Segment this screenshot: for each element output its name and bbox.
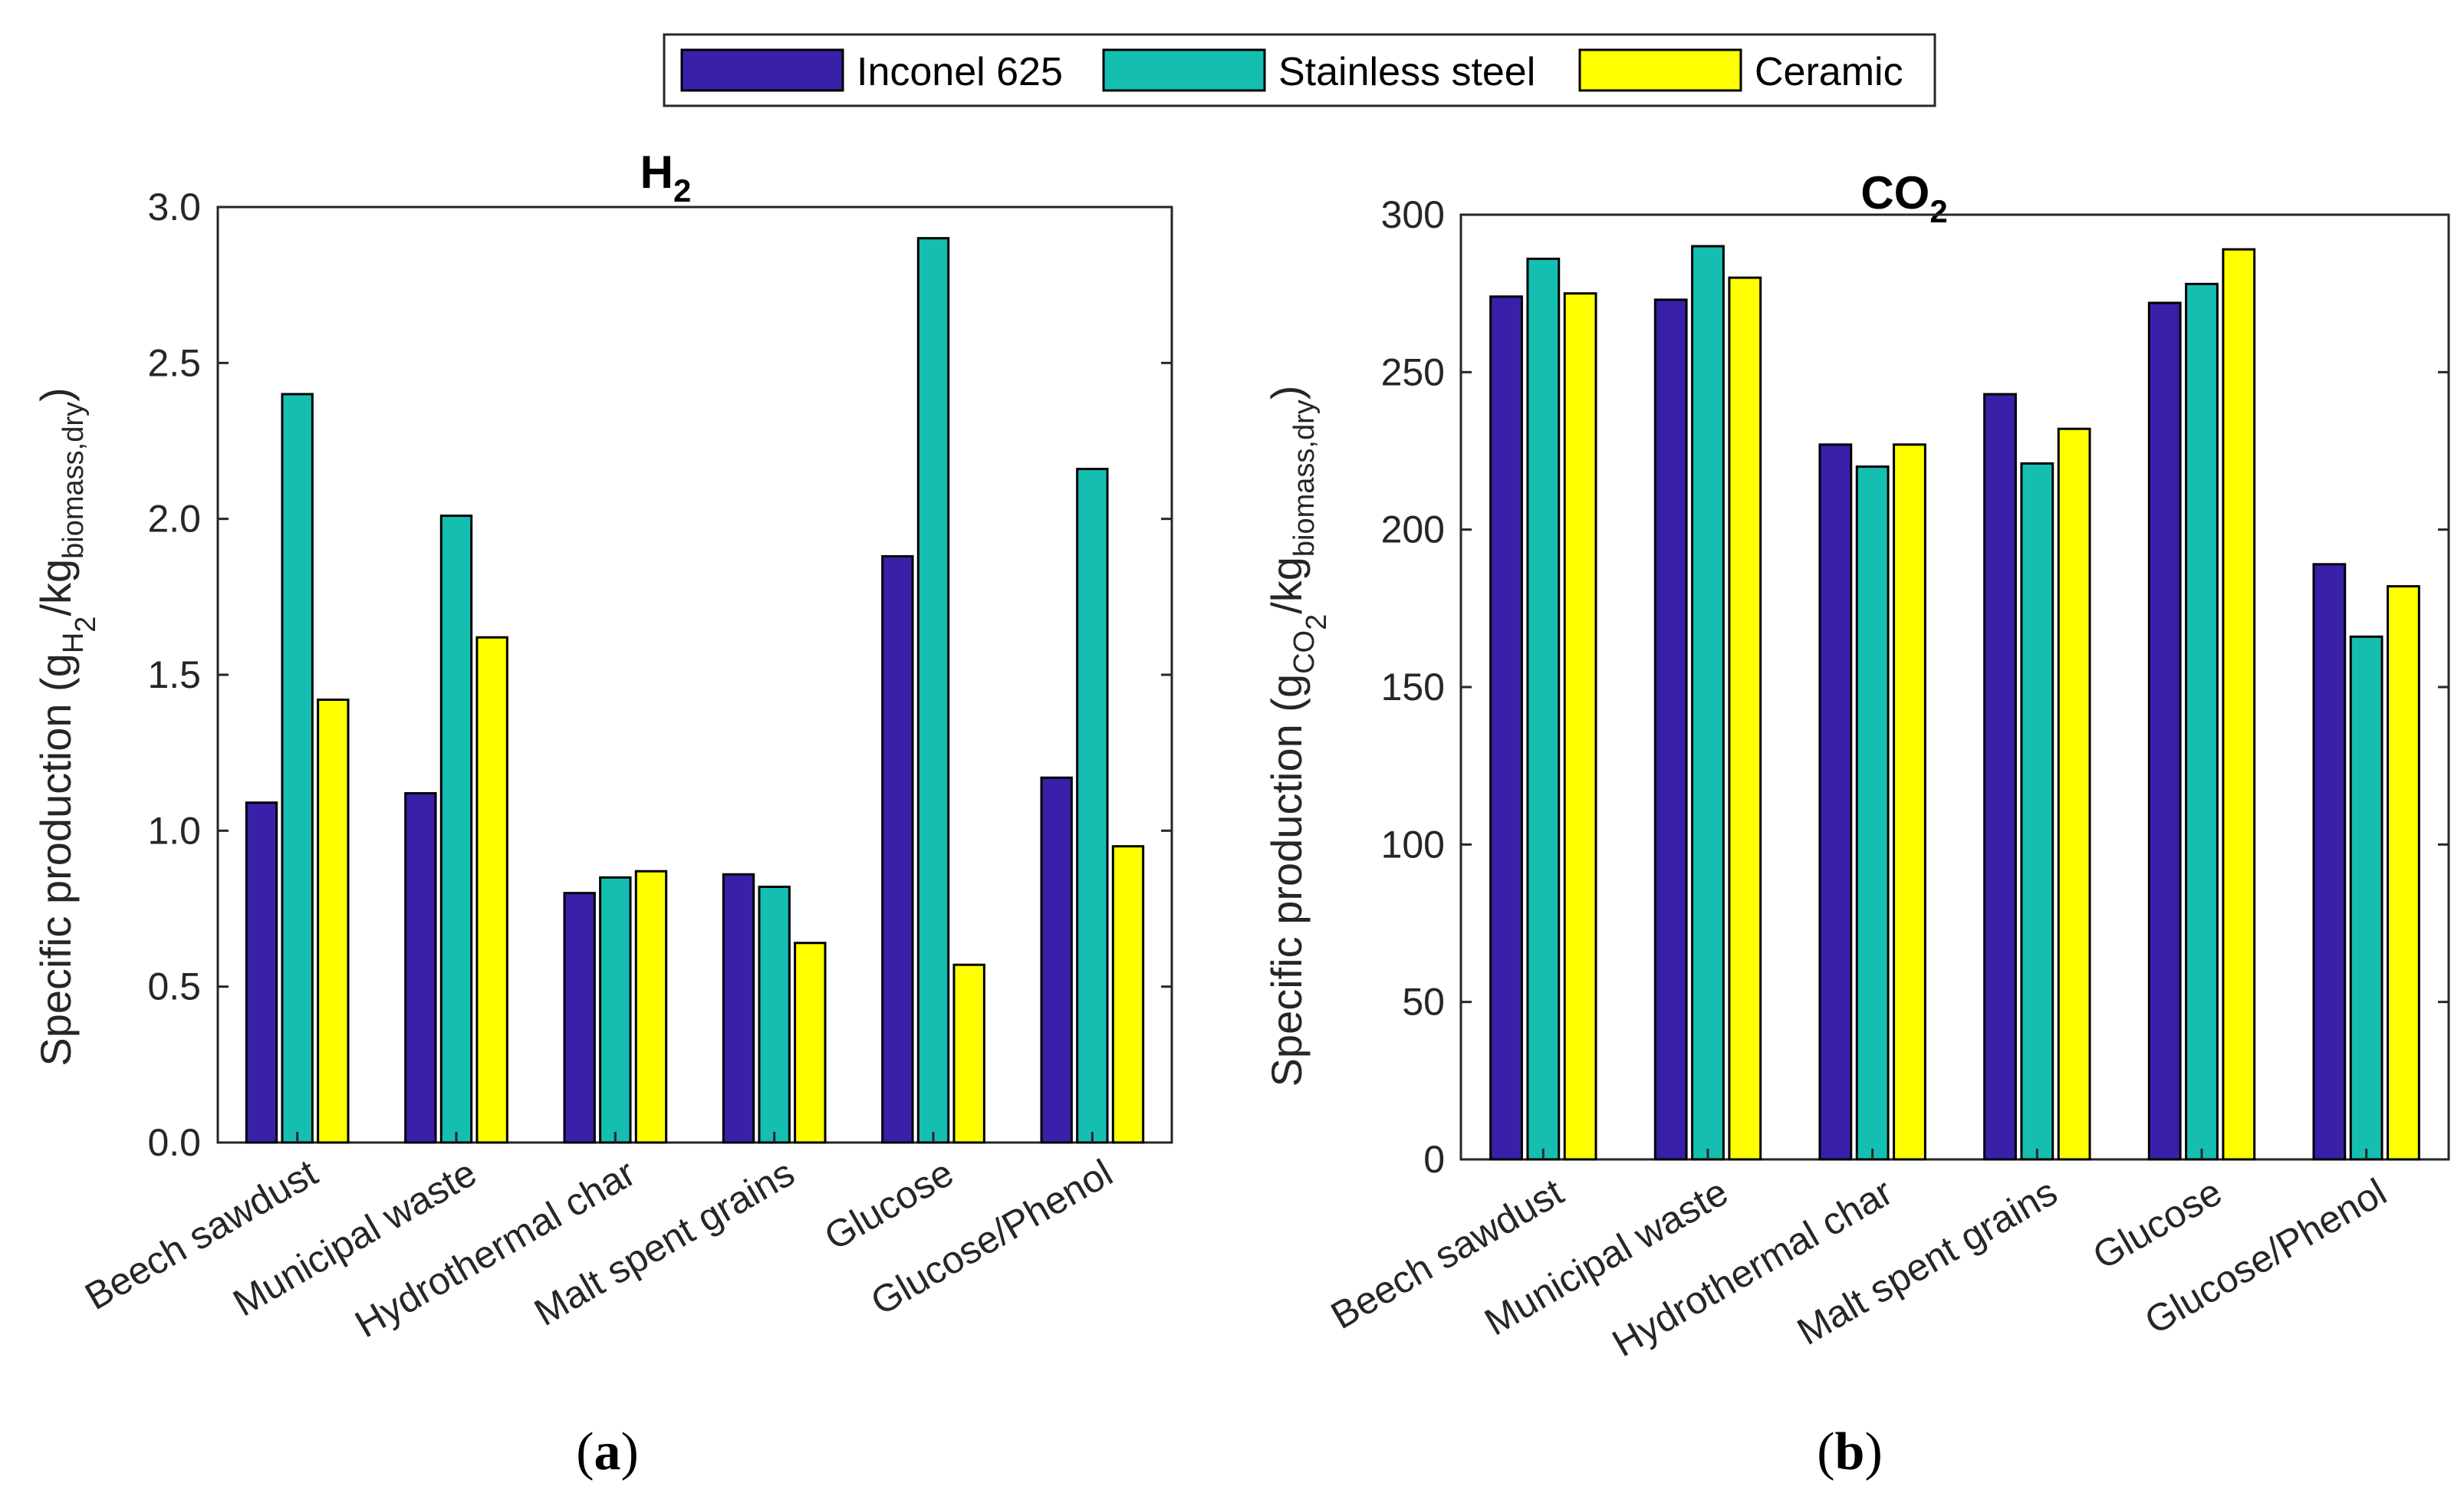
x-category-label: Glucose <box>2086 1170 2229 1277</box>
panel-b-ylabel-sub2: biomass,dry <box>1288 400 1321 557</box>
y-tick-label: 0 <box>1423 1138 1445 1181</box>
panel-a-title-main: H <box>640 146 673 198</box>
bar-stainless-steel-0 <box>1526 257 1561 1161</box>
legend-label-inconel: Inconel 625 <box>857 50 1063 94</box>
y-tick-label: 250 <box>1381 350 1445 393</box>
y-tick-label: 1.5 <box>147 653 201 696</box>
bar-stainless-steel-3 <box>758 886 791 1144</box>
panel-a-caption-letter: a <box>594 1422 621 1481</box>
legend-swatch-ceramic <box>1578 48 1742 92</box>
bar-inconel-625-1 <box>1653 298 1688 1161</box>
panel-a: H2 Specific production (gH2/kgbiomass,dr… <box>31 146 1173 1481</box>
bar-stainless-steel-5 <box>2349 635 2383 1161</box>
y-tick-label: 150 <box>1381 666 1445 709</box>
bar-inconel-625-2 <box>563 892 596 1144</box>
y-tick-label: 50 <box>1402 981 1445 1024</box>
y-tick-label: 2.0 <box>147 498 201 541</box>
bar-ceramic-2 <box>1893 443 1926 1161</box>
legend-swatch-stainless <box>1102 48 1266 92</box>
legend-swatch-inconel <box>680 48 844 92</box>
y-tick-label: 0.0 <box>147 1121 201 1164</box>
bar-inconel-625-0 <box>245 801 278 1144</box>
panel-a-ylabel-mid: /kg <box>31 559 80 617</box>
panel-b-ylabel-main: Specific production (g <box>1262 674 1311 1087</box>
panel-a-ylabel-sub2: biomass,dry <box>58 402 90 559</box>
bar-ceramic-0 <box>317 699 350 1144</box>
y-tick-label: 0.5 <box>147 965 201 1008</box>
axes-box <box>1459 213 2450 1161</box>
panel-b-title: CO2 <box>1860 167 1947 229</box>
y-tick-label: 2.5 <box>147 341 201 384</box>
panel-b-ylabel: Specific production (gCO2/kgbiomass,dry) <box>1262 386 1333 1087</box>
bar-ceramic-3 <box>794 942 827 1144</box>
panel-b-ylabel-end: ) <box>1262 386 1311 400</box>
panel-a-ylabel-sub1: H <box>58 633 90 653</box>
bar-stainless-steel-1 <box>439 515 473 1144</box>
legend-label-ceramic: Ceramic <box>1755 50 1903 94</box>
panel-a-ylabel-end: ) <box>31 387 80 402</box>
bar-stainless-steel-2 <box>1855 465 1890 1161</box>
bar-inconel-625-3 <box>1983 393 2017 1161</box>
panel-a-title-sub: 2 <box>673 173 691 209</box>
panel-a-ylabel-main: Specific production (g <box>31 653 80 1067</box>
y-tick-label: 300 <box>1381 193 1445 236</box>
bar-stainless-steel-4 <box>916 237 950 1144</box>
y-tick-label: 100 <box>1381 823 1445 866</box>
bar-ceramic-1 <box>475 636 508 1144</box>
legend-label-stainless: Stainless steel <box>1278 50 1535 94</box>
bar-stainless-steel-5 <box>1076 468 1109 1144</box>
bar-ceramic-2 <box>634 870 668 1144</box>
panel-b: CO2 Specific production (gCO2/kgbiomass,… <box>1262 167 2450 1481</box>
x-category-label: Hydrothermal char <box>348 1151 643 1346</box>
panel-a-title: H2 <box>640 146 692 209</box>
panel-b-title-main: CO <box>1860 167 1929 219</box>
bar-ceramic-4 <box>952 963 985 1144</box>
panel-b-title-sub: 2 <box>1929 193 1947 229</box>
y-tick-label: 3.0 <box>147 186 201 229</box>
bar-inconel-625-0 <box>1489 295 1523 1161</box>
panel-b-ylabel-mid: /kg <box>1262 557 1311 614</box>
bar-inconel-625-5 <box>2312 563 2347 1161</box>
x-category-label: Hydrothermal char <box>1605 1170 1900 1365</box>
legend: Inconel 625 Stainless steel Ceramic <box>663 33 1936 107</box>
bar-inconel-625-2 <box>1818 443 1853 1161</box>
bar-ceramic-0 <box>1563 292 1597 1161</box>
panel-a-ylabel: Specific production (gH2/kgbiomass,dry) <box>31 387 102 1066</box>
bar-inconel-625-3 <box>722 873 755 1144</box>
bar-stainless-steel-3 <box>2020 462 2054 1161</box>
bar-ceramic-1 <box>1728 276 1762 1161</box>
bar-inconel-625-1 <box>404 792 437 1144</box>
panel-b-ylabel-sub1: CO <box>1288 630 1321 674</box>
bar-ceramic-3 <box>2057 427 2091 1161</box>
bar-stainless-steel-2 <box>599 876 632 1144</box>
bar-ceramic-5 <box>2387 585 2420 1161</box>
bar-ceramic-5 <box>1111 845 1145 1144</box>
bar-inconel-625-5 <box>1040 776 1073 1144</box>
y-tick-label: 1.0 <box>147 809 201 852</box>
panel-a-ylabel-subsub1: 2 <box>70 617 102 633</box>
bar-stainless-steel-0 <box>281 393 314 1144</box>
panel-a-caption: (a) <box>576 1422 639 1481</box>
bar-inconel-625-4 <box>2147 301 2182 1161</box>
bar-stainless-steel-1 <box>1691 245 1725 1161</box>
panel-b-caption-letter: b <box>1835 1422 1865 1481</box>
bar-stainless-steel-4 <box>2185 282 2219 1161</box>
axes-box <box>216 206 1173 1144</box>
x-category-label: Malt spent grains <box>527 1151 801 1334</box>
y-tick-label: 200 <box>1381 508 1445 551</box>
bar-ceramic-4 <box>2222 248 2256 1161</box>
panel-b-caption: (b) <box>1817 1422 1883 1481</box>
bar-inconel-625-4 <box>881 554 914 1144</box>
panel-b-ylabel-subsub1: 2 <box>1301 614 1333 630</box>
